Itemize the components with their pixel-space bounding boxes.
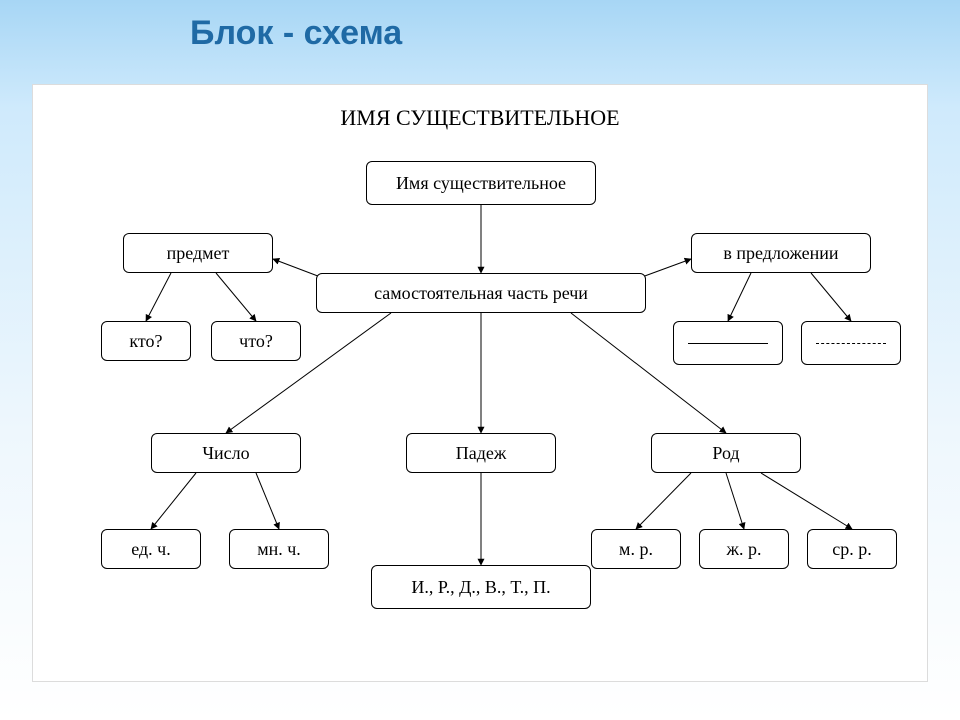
node-rod: Род [651,433,801,473]
edge-vpred-blank1 [728,273,751,321]
edge-predmet-chto [216,273,256,321]
node-label: Число [202,443,249,464]
node-kto: кто? [101,321,191,361]
node-label: мн. ч. [257,539,301,560]
node-mr: м. р. [591,529,681,569]
page-title: Блок - схема [190,14,402,53]
node-cases: И., Р., Д., В., Т., П. [371,565,591,609]
node-predmet: предмет [123,233,273,273]
edge-vpred-blank2 [811,273,851,321]
node-padezh: Падеж [406,433,556,473]
diagram-title-text: ИМЯ СУЩЕСТВИТЕЛЬНОЕ [340,105,619,130]
edge-rod-zhr [726,473,744,529]
node-edch: ед. ч. [101,529,201,569]
node-samost: самостоятельная часть речи [316,273,646,313]
node-label: в предложении [723,243,838,264]
node-label: Падеж [456,443,507,464]
node-label: ж. р. [727,539,762,560]
blank-dashed-line [816,343,886,344]
node-blank1 [673,321,783,365]
node-label: кто? [129,331,162,352]
edge-chislo-mnch [256,473,279,529]
node-zhr: ж. р. [699,529,789,569]
slide-background: Блок - схема ИМЯ СУЩЕСТВИТЕЛЬНОЕ Имя сущ… [0,0,960,720]
node-label: Имя существительное [396,173,566,194]
edge-predmet-kto [146,273,171,321]
node-label: предмет [167,243,230,264]
node-label: самостоятельная часть речи [374,283,588,304]
node-label: ср. р. [832,539,872,560]
node-label: Род [712,443,739,464]
blank-solid-line [688,343,768,344]
node-srr: ср. р. [807,529,897,569]
node-label: м. р. [619,539,653,560]
node-label: ед. ч. [131,539,170,560]
node-root: Имя существительное [366,161,596,205]
node-chislo: Число [151,433,301,473]
edge-rod-mr [636,473,691,529]
node-label: что? [239,331,273,352]
diagram-frame: ИМЯ СУЩЕСТВИТЕЛЬНОЕ Имя существительное п… [32,84,928,682]
node-mnch: мн. ч. [229,529,329,569]
edge-chislo-edch [151,473,196,529]
edge-rod-srr [761,473,852,529]
node-label: И., Р., Д., В., Т., П. [411,577,550,598]
page-title-text: Блок - схема [190,14,402,52]
node-blank2 [801,321,901,365]
node-vpred: в предложении [691,233,871,273]
node-chto: что? [211,321,301,361]
diagram-title: ИМЯ СУЩЕСТВИТЕЛЬНОЕ [33,105,927,131]
